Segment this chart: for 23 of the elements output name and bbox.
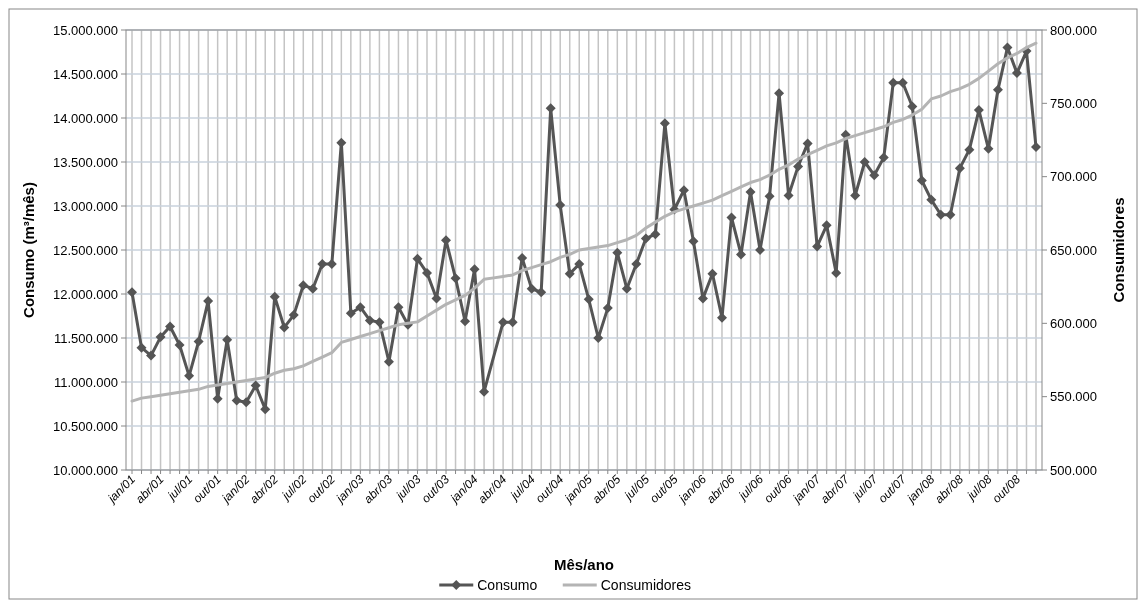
y-tick-label: 11.500.000 <box>53 330 118 346</box>
y2-tick-label: 650.000 <box>1050 242 1097 258</box>
y-tick-label: 13.000.000 <box>52 198 118 214</box>
y-tick-label: 10.500.000 <box>52 418 118 434</box>
y2-tick-label: 550.000 <box>1050 389 1097 405</box>
y2-tick-label: 800.000 <box>1050 22 1097 38</box>
y-tick-label: 13.500.000 <box>52 154 118 170</box>
y-tick-label: 14.500.000 <box>52 66 118 82</box>
y2-tick-label: 750.000 <box>1050 95 1097 111</box>
legend-label: Consumo <box>477 577 538 593</box>
y2-tick-label: 600.000 <box>1050 315 1097 331</box>
y-tick-label: 12.500.000 <box>52 242 118 258</box>
y-tick-label: 10.000.000 <box>52 462 118 478</box>
y-tick-label: 11.000.000 <box>53 374 118 390</box>
y-tick-label: 14.000.000 <box>52 110 118 126</box>
y2-tick-label: 700.000 <box>1050 169 1097 185</box>
y2-tick-label: 500.000 <box>1050 462 1097 478</box>
x-axis-title: Mês/ano <box>553 556 615 573</box>
y2-axis-title: Consumidores <box>1110 197 1127 303</box>
legend-label: Consumidores <box>600 577 692 593</box>
y-tick-label: 12.000.000 <box>52 286 118 302</box>
y-tick-label: 15.000.000 <box>52 22 118 38</box>
y-axis-title: Consumo (m³/mês) <box>20 182 37 318</box>
